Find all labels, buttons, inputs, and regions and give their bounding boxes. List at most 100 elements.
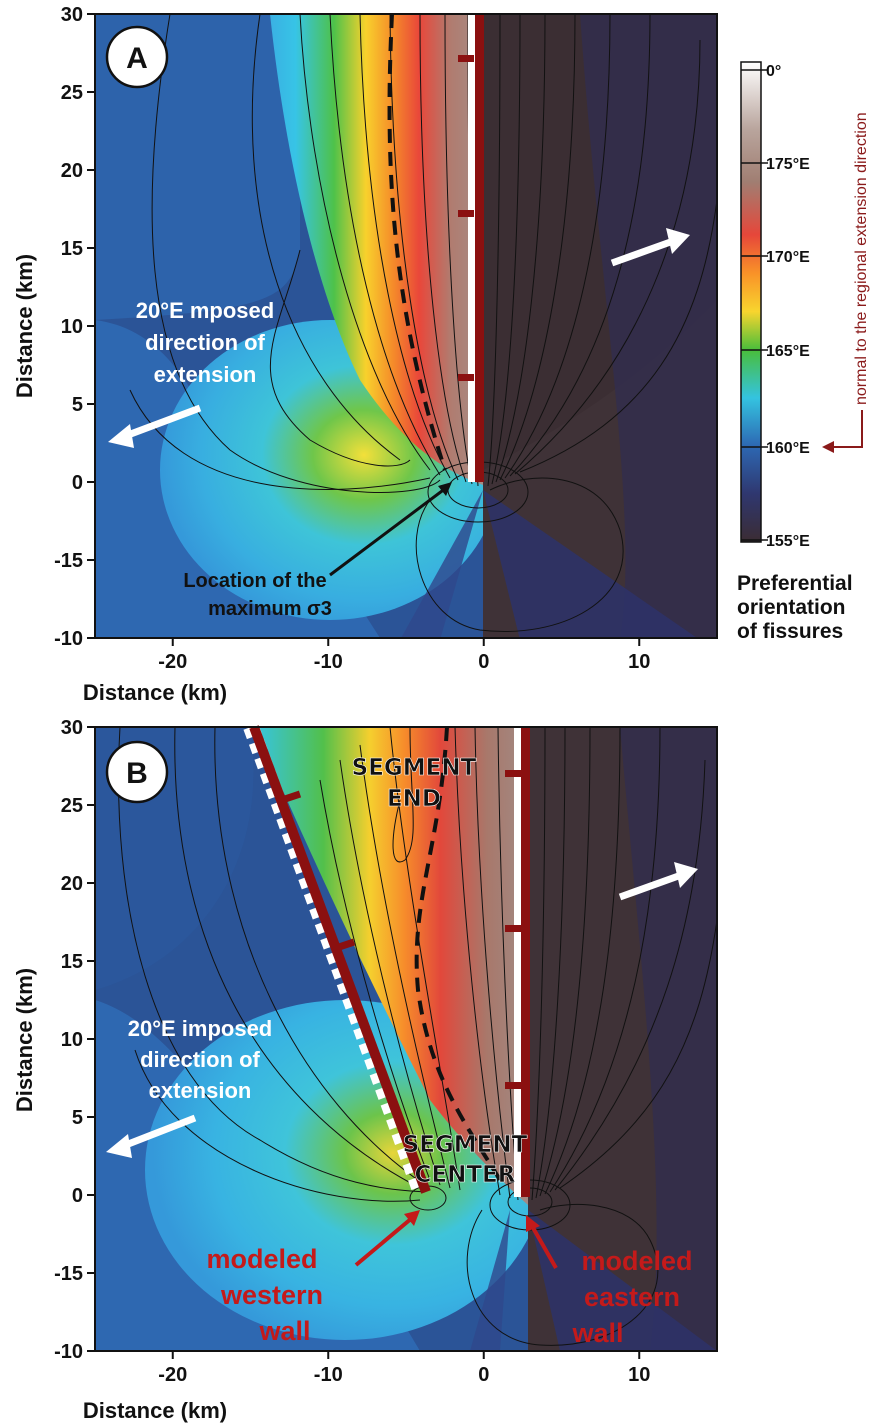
panel-a-arrowhead-west — [108, 424, 134, 448]
panel-b-extension-label-line1: 20°E imposed — [128, 1016, 273, 1041]
panel-b-field — [95, 727, 717, 1351]
colorbar-gradient — [740, 61, 762, 543]
y-tick-label: 5 — [72, 394, 83, 416]
panel-a-extension-arrow-east — [610, 236, 678, 267]
panel-a-arrowhead-east — [666, 228, 690, 254]
panel-b-arrowhead-east — [674, 862, 698, 888]
panel-b-extension-label-line3: extension — [149, 1078, 252, 1103]
panel-b-east-fault-white — [514, 727, 522, 1197]
panel-b-segment-center-line1: SEGMENT — [403, 1132, 528, 1158]
y-tick-label: 10 — [61, 1029, 83, 1051]
panel-b-band — [255, 727, 528, 1205]
colorbar: 0° 175°E 170°E 165°E 160°E 155°E Preferential… — [737, 61, 870, 643]
panel-b-letter: B — [126, 757, 148, 790]
x-tick-label: 10 — [628, 1364, 650, 1386]
x-tick-label: 10 — [628, 651, 650, 673]
panel-b-east-wall-arrow — [530, 1225, 558, 1269]
panel-b-west-wall-line3: wall — [258, 1316, 310, 1346]
y-tick-label: 15 — [61, 238, 83, 260]
x-tick-label: -10 — [314, 651, 343, 673]
panel-b-west-wall-arrow — [354, 1216, 414, 1267]
panel-b-segment-end-line1: SEGMENT — [352, 755, 477, 781]
panel-b-axes: -20 -10 0 10 30 25 20 15 10 5 0 -15 -10 — [54, 717, 650, 1386]
y-tick-label: 20 — [61, 160, 83, 182]
panel-b-west-wall-line1: modeled — [206, 1244, 317, 1274]
panel-a-xlabel: Distance (km) — [83, 680, 227, 705]
panel-a-extension-label-line2: direction of — [145, 330, 265, 355]
colorbar-side-note: normal to the regional extension directi… — [853, 112, 870, 405]
panel-a-axes: -20 -10 0 10 30 25 20 15 10 5 0 -15 -10 — [54, 4, 650, 673]
colorbar-ticks: 0° 175°E 170°E 165°E 160°E 155°E — [741, 63, 810, 550]
panel-b: B 20°E imposed direction of extension SE… — [12, 717, 718, 1423]
panel-b-extension-arrow-west — [116, 1114, 197, 1152]
panel-a-field — [95, 14, 717, 638]
panel-a-contours — [129, 14, 717, 632]
y-tick-label: -15 — [54, 1263, 83, 1285]
panel-b-west-fault — [249, 725, 431, 1194]
panel-b-east-fault — [521, 727, 530, 1197]
y-tick-label: -15 — [54, 550, 83, 572]
panel-b-east-fault-tick — [505, 925, 521, 932]
colorbar-tick-label: 160°E — [766, 440, 810, 457]
colorbar-title-line3: of fissures — [737, 620, 843, 643]
colorbar-tick-label: 175°E — [766, 156, 810, 173]
panel-b-arrowhead-west — [106, 1134, 132, 1158]
panel-b-extension-arrow-east — [618, 870, 686, 901]
panel-a-fault — [475, 14, 484, 482]
panel-b-ylabel: Distance (km) — [12, 968, 37, 1112]
panel-b-extension-label-line2: direction of — [140, 1047, 260, 1072]
panel-a-badge — [105, 25, 169, 89]
colorbar-tick-label: 0° — [766, 63, 781, 80]
y-tick-label: 0 — [72, 472, 83, 494]
y-tick-label: 15 — [61, 951, 83, 973]
panel-b-east-wall-line2: eastern — [584, 1282, 680, 1312]
panel-a-extension-label-line3: extension — [154, 362, 257, 387]
y-tick-label: 5 — [72, 1107, 83, 1129]
colorbar-tick-label: 165°E — [766, 343, 810, 360]
panel-a-fault-white — [468, 14, 476, 482]
colorbar-tick-label: 170°E — [766, 249, 810, 266]
x-tick-label: -20 — [158, 1364, 187, 1386]
panel-b-contours — [118, 727, 717, 1346]
panel-b-segment-end-line2: END — [387, 786, 441, 812]
panel-b-east-wall-line3: wall — [571, 1318, 623, 1348]
panel-a-band — [270, 14, 483, 485]
colorbar-side-arrow — [830, 410, 863, 448]
panel-b-east-fault-tick — [505, 1082, 521, 1089]
x-tick-label: 0 — [478, 651, 489, 673]
panel-a-extension-arrow-west — [118, 404, 202, 442]
y-tick-label: -10 — [54, 628, 83, 650]
y-tick-label: 30 — [61, 717, 83, 739]
panel-b-west-wall-line2: western — [220, 1280, 323, 1310]
panel-a-annotation-line2: maximum σ3 — [208, 598, 332, 620]
colorbar-title-line1: Preferential — [737, 572, 853, 595]
y-tick-label: 30 — [61, 4, 83, 26]
panel-a-annotation-line1: Location of the — [183, 570, 326, 592]
panel-b-west-fault-tick — [334, 938, 356, 952]
panel-a-extension-label-line1: 20°E mposed — [136, 298, 274, 323]
y-tick-label: 10 — [61, 316, 83, 338]
x-tick-label: -10 — [314, 1364, 343, 1386]
y-tick-label: 25 — [61, 795, 83, 817]
panel-a: A 20°E mposed direction of extension Loc… — [12, 4, 718, 705]
y-tick-label: 20 — [61, 873, 83, 895]
panel-a-fault-tick — [458, 55, 474, 62]
panel-a-fault-tick — [458, 374, 474, 381]
panel-b-segment-center-line2: CENTER — [415, 1162, 516, 1188]
colorbar-tick-label: 155°E — [766, 533, 810, 550]
colorbar-title-line2: orientation — [737, 596, 846, 619]
y-tick-label: -10 — [54, 1341, 83, 1363]
panel-b-badge — [105, 740, 169, 804]
x-tick-label: -20 — [158, 651, 187, 673]
panel-a-ylabel: Distance (km) — [12, 254, 37, 398]
panel-a-letter: A — [126, 42, 148, 75]
panel-a-fault-tick — [458, 210, 474, 217]
panel-a-pointer-arrow — [329, 486, 447, 577]
panel-b-xlabel: Distance (km) — [83, 1398, 227, 1423]
panel-b-west-fault-tick — [280, 790, 302, 804]
panel-b-east-wall-line1: modeled — [581, 1246, 692, 1276]
panel-a-sigma3-trajectory — [387, 13, 447, 471]
y-tick-label: 25 — [61, 82, 83, 104]
x-tick-label: 0 — [478, 1364, 489, 1386]
